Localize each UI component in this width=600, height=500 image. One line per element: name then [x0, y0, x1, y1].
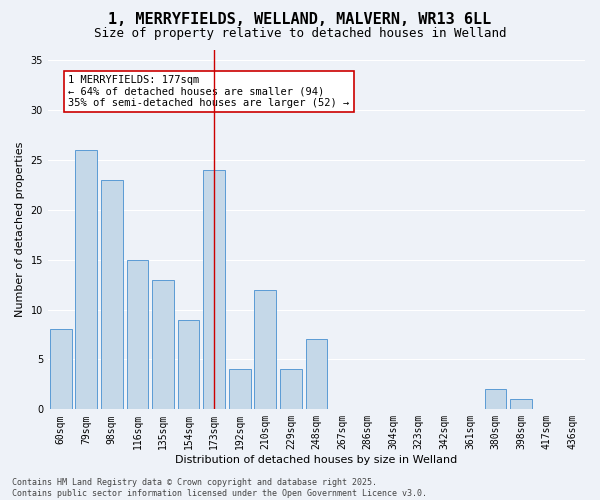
Text: 1, MERRYFIELDS, WELLAND, MALVERN, WR13 6LL: 1, MERRYFIELDS, WELLAND, MALVERN, WR13 6…: [109, 12, 491, 28]
Bar: [254, 290, 276, 410]
Text: Contains HM Land Registry data © Crown copyright and database right 2025.
Contai: Contains HM Land Registry data © Crown c…: [12, 478, 427, 498]
Bar: [101, 180, 123, 410]
X-axis label: Distribution of detached houses by size in Welland: Distribution of detached houses by size …: [175, 455, 458, 465]
Text: Size of property relative to detached houses in Welland: Size of property relative to detached ho…: [94, 28, 506, 40]
Text: 1 MERRYFIELDS: 177sqm
← 64% of detached houses are smaller (94)
35% of semi-deta: 1 MERRYFIELDS: 177sqm ← 64% of detached …: [68, 75, 350, 108]
Bar: [305, 340, 328, 409]
Bar: [127, 260, 148, 410]
Bar: [50, 330, 71, 409]
Bar: [485, 390, 506, 409]
Bar: [76, 150, 97, 409]
Bar: [152, 280, 174, 409]
Bar: [178, 320, 199, 410]
Bar: [280, 370, 302, 410]
Y-axis label: Number of detached properties: Number of detached properties: [15, 142, 25, 318]
Bar: [510, 400, 532, 409]
Bar: [229, 370, 251, 410]
Bar: [203, 170, 225, 410]
